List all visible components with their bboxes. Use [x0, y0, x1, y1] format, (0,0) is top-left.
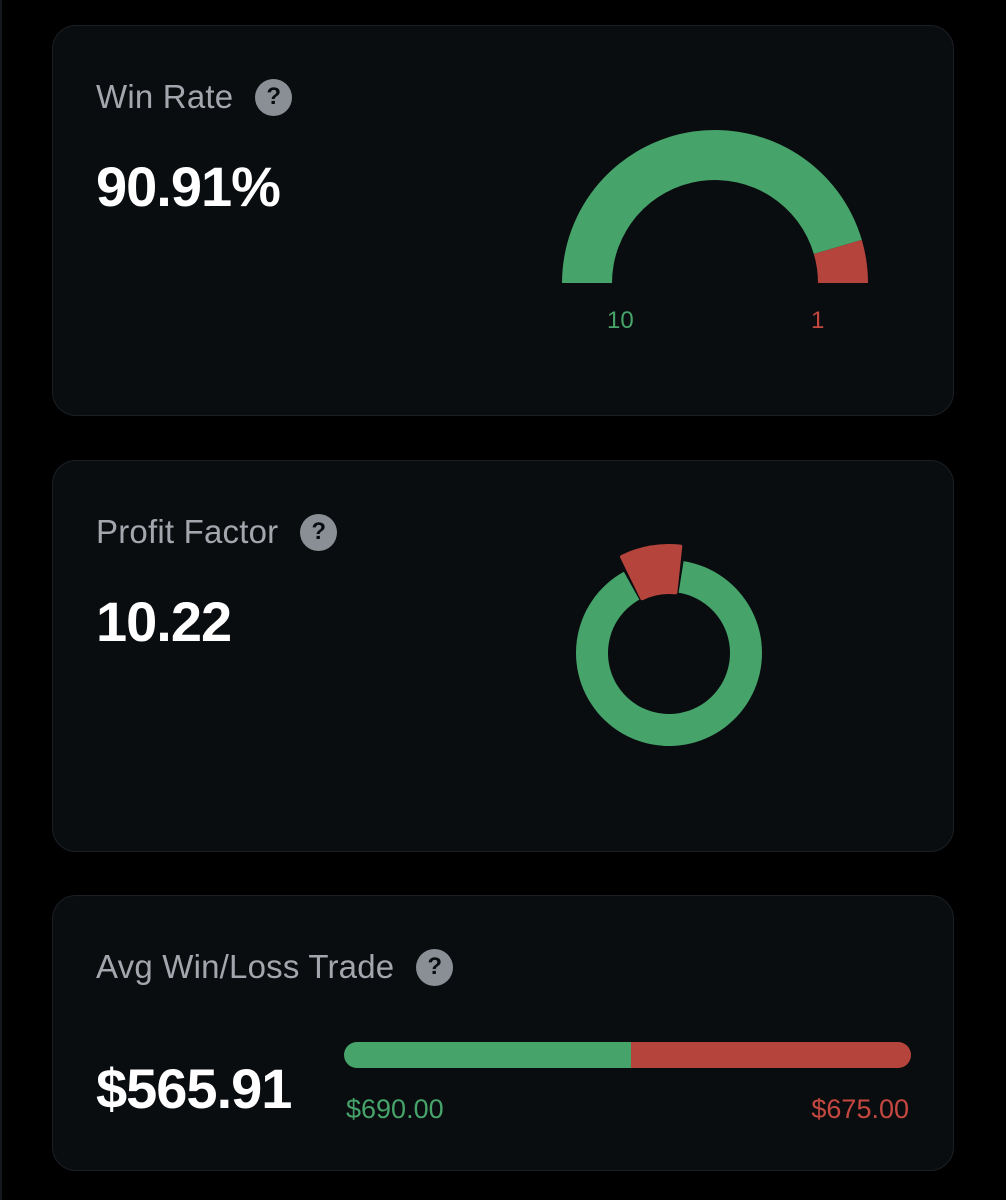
left-edge-divider	[0, 0, 2, 1200]
gauge-losses-arc	[813, 239, 868, 283]
avg-loss-bar-segment	[630, 1042, 911, 1068]
wins-count-label: 10	[607, 307, 634, 334]
question-circle-icon[interactable]: ?	[255, 78, 293, 116]
losses-count-label: 1	[811, 307, 825, 334]
win-rate-title-label: Win Rate	[96, 78, 234, 115]
avg-win-loss-bar	[344, 1042, 911, 1068]
profit-factor-value: 10.22	[96, 590, 232, 653]
avg-win-loss-title-label: Avg Win/Loss Trade	[96, 948, 395, 985]
win-rate-title: Win Rate ?	[96, 78, 293, 116]
win-rate-gauge	[562, 130, 868, 283]
profit-factor-title: Profit Factor ?	[96, 513, 338, 551]
gauge-wins-arc	[562, 130, 862, 283]
donut-profit-arc	[576, 561, 762, 746]
profit-factor-donut	[576, 544, 762, 746]
profit-factor-card: Profit Factor ? 10.22	[52, 460, 954, 852]
avg-win-loss-value: $565.91	[96, 1057, 292, 1120]
donut-loss-arc	[620, 544, 683, 601]
avg-win-loss-title: Avg Win/Loss Trade ?	[96, 948, 454, 986]
avg-loss-label: $675.00	[811, 1094, 909, 1124]
question-circle-icon[interactable]: ?	[300, 513, 338, 551]
win-rate-value: 90.91%	[96, 155, 281, 218]
profit-factor-title-label: Profit Factor	[96, 513, 279, 550]
avg-win-loss-card: Avg Win/Loss Trade ? $565.91 $690.00 $67…	[52, 895, 954, 1171]
avg-win-label: $690.00	[346, 1094, 444, 1124]
win-rate-card: Win Rate ? 90.91% 10 1	[52, 25, 954, 416]
question-circle-icon[interactable]: ?	[416, 948, 454, 986]
avg-win-bar-segment	[344, 1042, 631, 1068]
